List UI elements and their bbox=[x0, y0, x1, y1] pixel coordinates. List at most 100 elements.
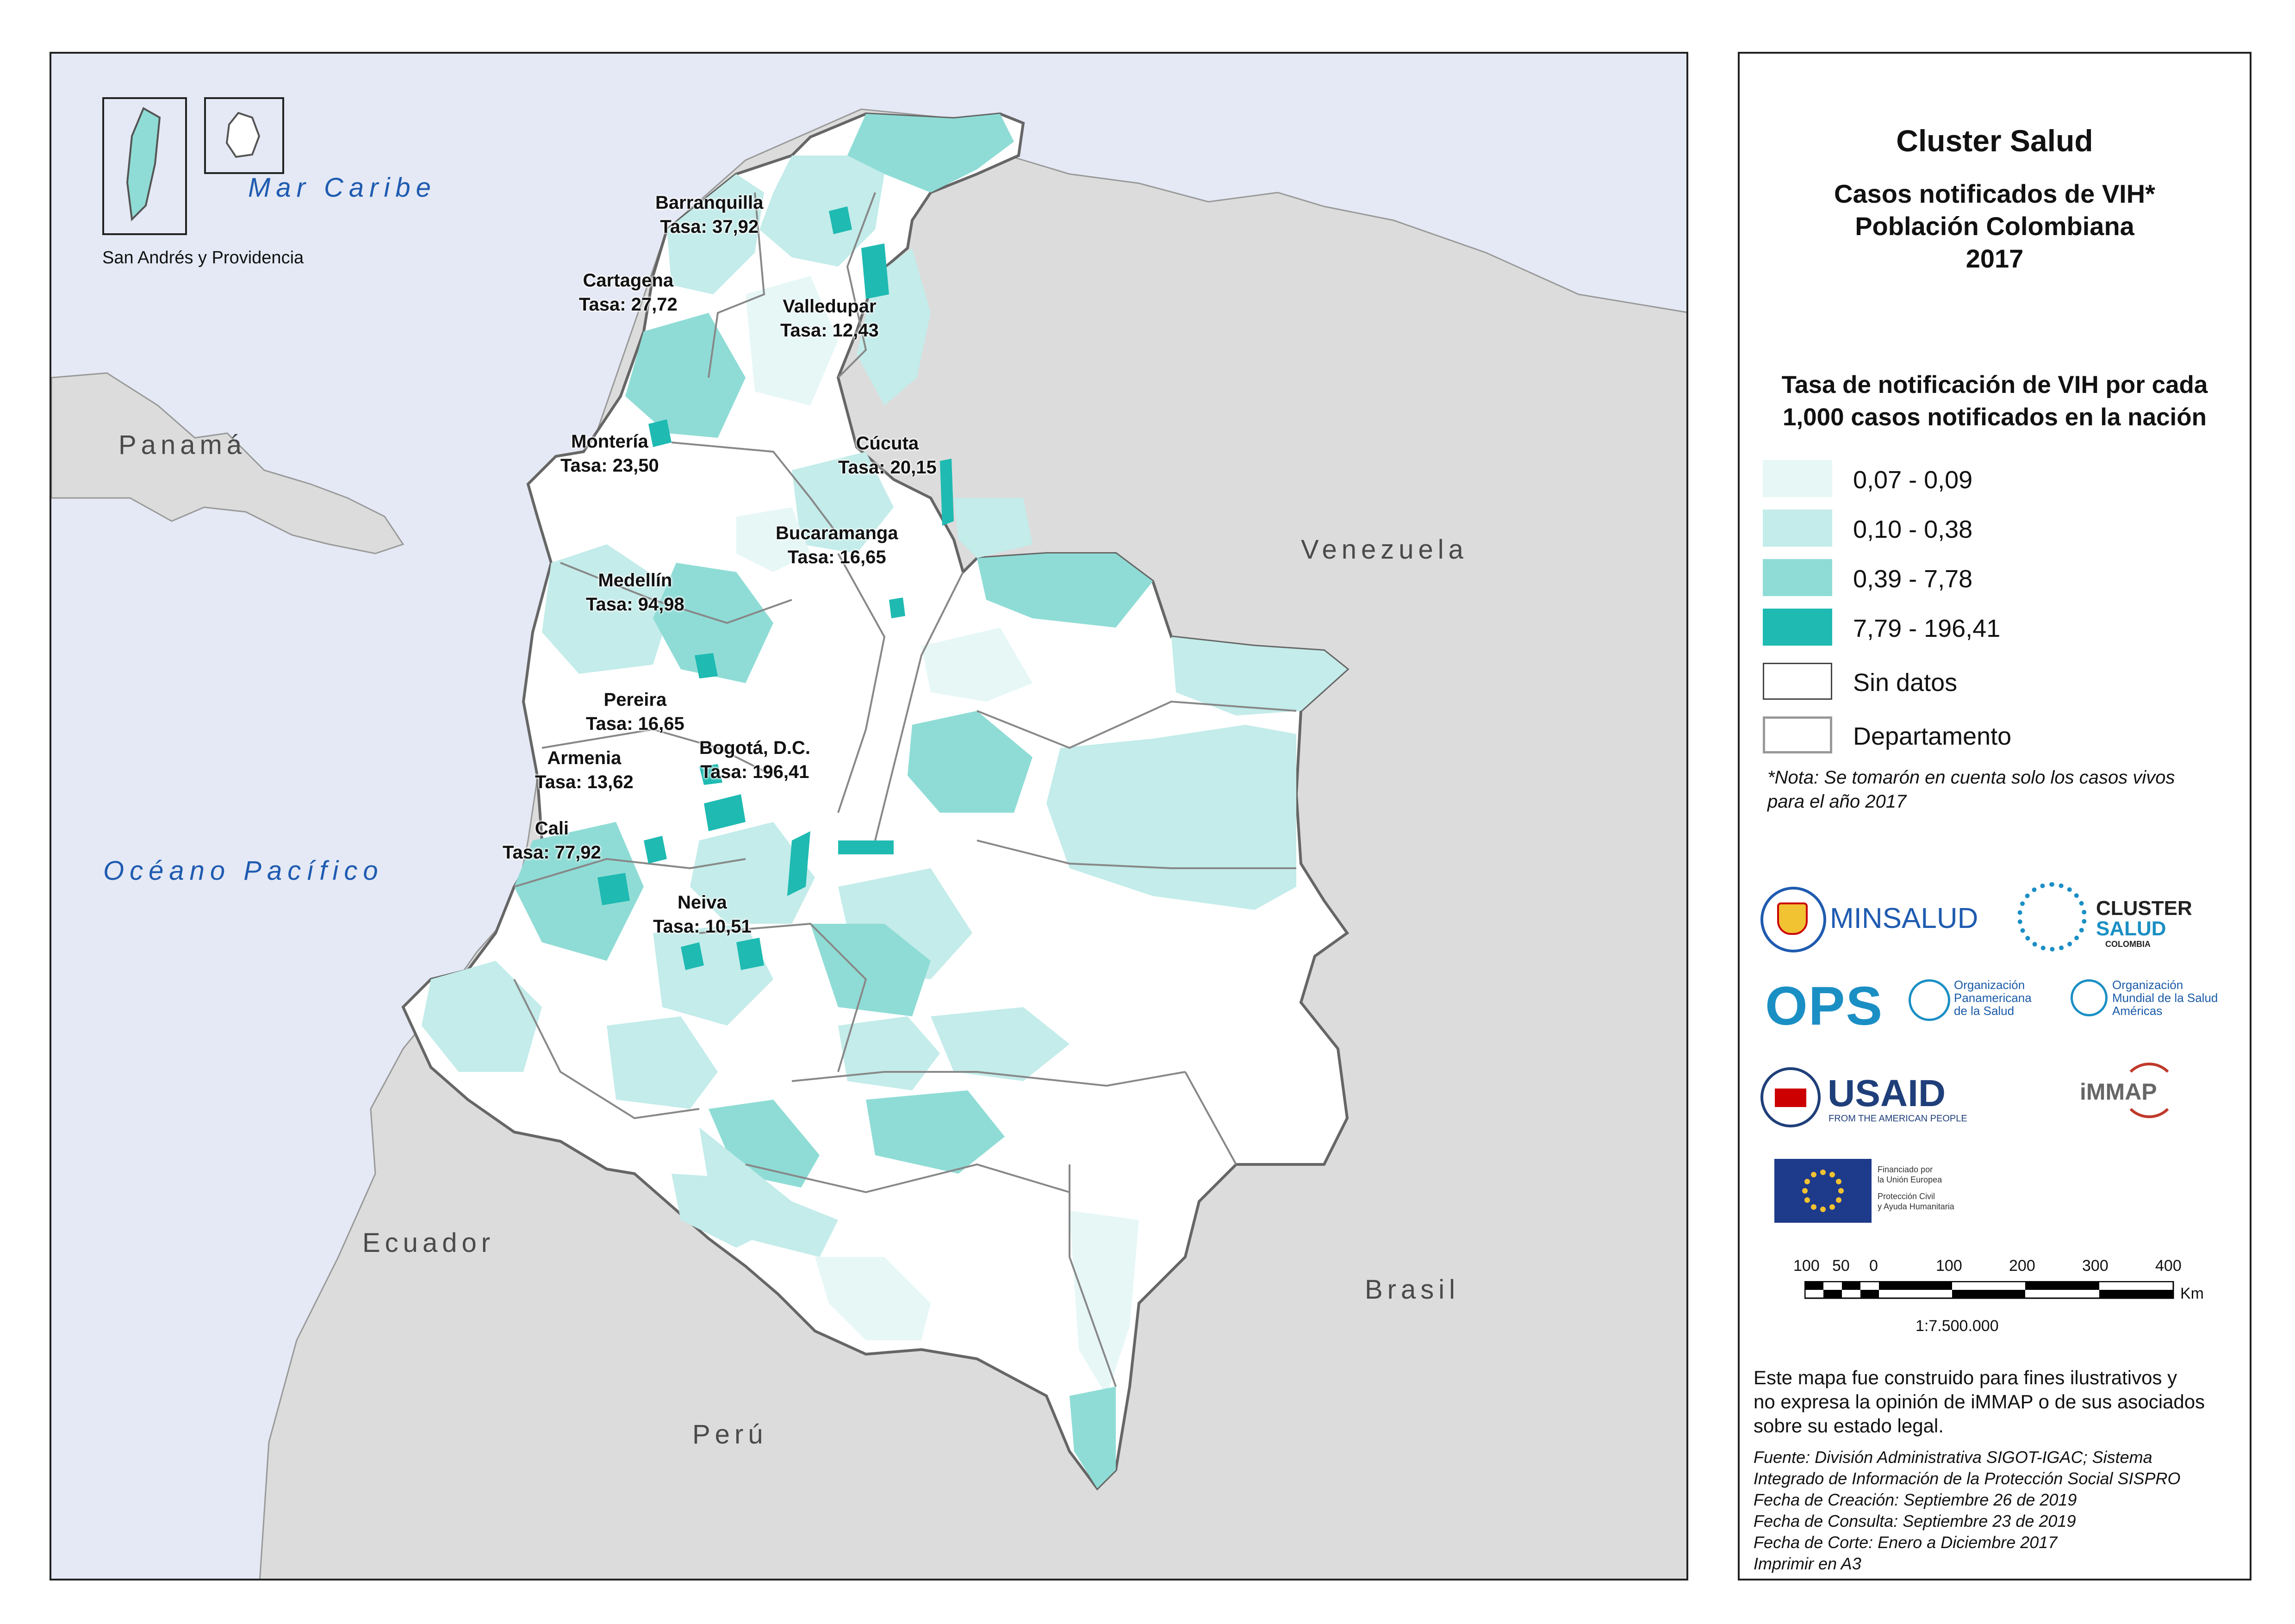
label-panama: Panamá bbox=[118, 430, 247, 460]
eu-caption: Financiado por la Unión Europea Protecci… bbox=[1878, 1164, 1954, 1212]
land-central-america bbox=[51, 372, 404, 554]
eu-caption-line: y Ayuda Humanitaria bbox=[1878, 1202, 1954, 1211]
disclaimer-line: Este mapa fue construido para fines ilus… bbox=[1754, 1367, 2177, 1388]
providencia-island bbox=[225, 112, 261, 158]
city-label-bucaramanga: Bucaramanga Tasa: 16,65 bbox=[776, 521, 898, 569]
city-name: Cúcuta bbox=[856, 433, 919, 454]
legend-label: 0,10 - 0,38 bbox=[1853, 516, 1973, 543]
legend-swatch bbox=[1763, 559, 1832, 596]
city-label-neiva: Neiva Tasa: 10,51 bbox=[653, 890, 752, 939]
city-name: Barranquilla bbox=[655, 193, 764, 213]
cluster-logo-line3: COLOMBIA bbox=[2105, 940, 2151, 949]
inset-san-andres bbox=[102, 97, 187, 235]
oms-subtitle: Organización Mundial de la Salud América… bbox=[2112, 978, 2218, 1017]
city-label-pereira: Pereira Tasa: 16,65 bbox=[586, 688, 684, 736]
legend-swatch bbox=[1763, 609, 1832, 646]
usaid-logo-word: USAID bbox=[1828, 1072, 1946, 1114]
map-year: 2017 bbox=[1965, 244, 2024, 273]
scale-tick: 0 bbox=[1869, 1257, 1878, 1275]
city-name: Montería bbox=[571, 431, 648, 452]
oms-subtitle-line: Américas bbox=[2112, 1004, 2163, 1018]
minsalud-logo-text: MINSALUD bbox=[1830, 902, 1978, 934]
map-title-line2: Población Colombiana bbox=[1855, 212, 2134, 241]
legend-subtitle-line1: Tasa de notificación de VIH por cada bbox=[1781, 371, 2208, 398]
immap-ring-icon bbox=[2121, 1063, 2177, 1118]
city-rate: Tasa: 94,98 bbox=[586, 594, 684, 615]
city-rate: Tasa: 20,15 bbox=[838, 457, 937, 478]
scale-unit: Km bbox=[2180, 1285, 2204, 1302]
source-line: Fecha de Creación: Septiembre 26 de 2019 bbox=[1754, 1490, 2077, 1509]
department-boundaries bbox=[513, 192, 1297, 1387]
cluster-logo-line2: SALUD bbox=[2096, 917, 2166, 940]
city-label-barranquilla: Barranquilla Tasa: 37,92 bbox=[655, 191, 763, 239]
city-label-cartagena: Cartagena Tasa: 27,72 bbox=[579, 268, 678, 317]
eu-caption-line: la Unión Europea bbox=[1878, 1175, 1942, 1184]
eu-stars-icon bbox=[1802, 1170, 1844, 1212]
scale-tick: 50 bbox=[1832, 1257, 1850, 1275]
city-rate: Tasa: 13,62 bbox=[535, 772, 634, 792]
city-rate: Tasa: 10,51 bbox=[653, 916, 752, 937]
usaid-seal-icon bbox=[1760, 1067, 1821, 1127]
ops-subtitle-line: de la Salud bbox=[1954, 1004, 2015, 1018]
legend-label: 0,39 - 7,78 bbox=[1853, 565, 1973, 593]
city-label-armenia: Armenia Tasa: 13,62 bbox=[535, 746, 634, 794]
cluster-salud-logo-icon bbox=[2017, 882, 2087, 952]
inset-providencia bbox=[204, 97, 284, 174]
city-label-cali: Cali Tasa: 77,92 bbox=[503, 816, 601, 865]
city-name: Bucaramanga bbox=[776, 523, 898, 543]
oms-globe-icon bbox=[2071, 979, 2108, 1016]
ops-subtitle-line: Organización bbox=[1954, 978, 2025, 992]
source-line: Fecha de Corte: Enero a Diciembre 2017 bbox=[1754, 1533, 2058, 1552]
label-caribbean-sea: Mar Caribe bbox=[248, 173, 436, 203]
legend-note-line1: *Nota: Se tomarón en cuenta solo los cas… bbox=[1767, 767, 2175, 788]
ops-globe-icon bbox=[1909, 979, 1950, 1021]
label-venezuela: Venezuela bbox=[1301, 535, 1468, 565]
cluster-logo-line1: CLUSTER bbox=[2096, 897, 2192, 920]
city-label-monteria: Montería Tasa: 23,50 bbox=[560, 429, 659, 478]
label-pacific-ocean: Océano Pacífico bbox=[103, 856, 384, 886]
city-rate: Tasa: 77,92 bbox=[503, 842, 601, 863]
city-name: Medellín bbox=[598, 570, 672, 591]
legend-label: Departamento bbox=[1853, 722, 2012, 750]
city-label-medellin: Medellín Tasa: 94,98 bbox=[586, 568, 684, 616]
city-label-valledupar: Valledupar Tasa: 12,43 bbox=[780, 294, 879, 342]
legend-subtitle-line2: 1,000 casos notificados en la nación bbox=[1782, 404, 2207, 431]
eu-caption-line: Protección Civil bbox=[1878, 1192, 1935, 1201]
oms-subtitle-line: Organización bbox=[2112, 978, 2183, 992]
label-peru: Perú bbox=[692, 1419, 768, 1450]
usaid-logo-text: USAID bbox=[1828, 1072, 1946, 1115]
eu-caption-line: Financiado por bbox=[1878, 1165, 1933, 1174]
city-rate: Tasa: 196,41 bbox=[700, 762, 809, 782]
legend-swatch bbox=[1763, 510, 1832, 547]
map-frame[interactable]: San Andrés y Providencia Mar Caribe Océa… bbox=[50, 52, 1688, 1580]
scale-tick: 300 bbox=[2082, 1257, 2108, 1275]
map-canvas bbox=[51, 108, 1686, 1579]
label-ecuador: Ecuador bbox=[362, 1228, 495, 1258]
city-rate: Tasa: 23,50 bbox=[560, 455, 659, 476]
ops-subtitle: Organización Panamericana de la Salud bbox=[1954, 978, 2032, 1017]
city-name: Valledupar bbox=[783, 296, 877, 317]
ops-subtitle-line: Panamericana bbox=[1954, 991, 2032, 1005]
org-title: Cluster Salud bbox=[1896, 124, 2093, 158]
city-rate: Tasa: 16,65 bbox=[787, 547, 886, 567]
legend-swatch bbox=[1763, 663, 1832, 700]
label-brasil: Brasil bbox=[1365, 1275, 1460, 1305]
legend-panel: Cluster Salud Casos notificados de VIH* … bbox=[1738, 52, 2251, 1580]
disclaimer-line: sobre su estado legal. bbox=[1754, 1415, 1944, 1437]
usaid-subtitle: FROM THE AMERICAN PEOPLE bbox=[1829, 1114, 1967, 1124]
legend-note-line2: para el año 2017 bbox=[1767, 791, 1907, 812]
ops-logo-text: OPS bbox=[1765, 976, 1884, 1037]
scale-tick: 100 bbox=[1936, 1257, 1962, 1275]
scale-tick: 400 bbox=[2155, 1257, 2182, 1275]
oms-subtitle-line: Mundial de la Salud bbox=[2112, 991, 2218, 1005]
city-name: Pereira bbox=[603, 690, 667, 710]
colombia-seal-icon bbox=[1760, 887, 1826, 952]
legend-swatch bbox=[1763, 716, 1832, 753]
city-rate: Tasa: 37,92 bbox=[660, 217, 759, 237]
city-label-cucuta: Cúcuta Tasa: 20,15 bbox=[838, 431, 937, 479]
san-andres-island bbox=[126, 107, 161, 222]
source-line: Fecha de Consulta: Septiembre 23 de 2019 bbox=[1754, 1512, 2076, 1531]
eu-flag-icon bbox=[1774, 1159, 1872, 1223]
disclaimer-line: no expresa la opinión de iMMAP o de sus … bbox=[1754, 1391, 2205, 1412]
inset-label: San Andrés y Providencia bbox=[102, 248, 304, 268]
